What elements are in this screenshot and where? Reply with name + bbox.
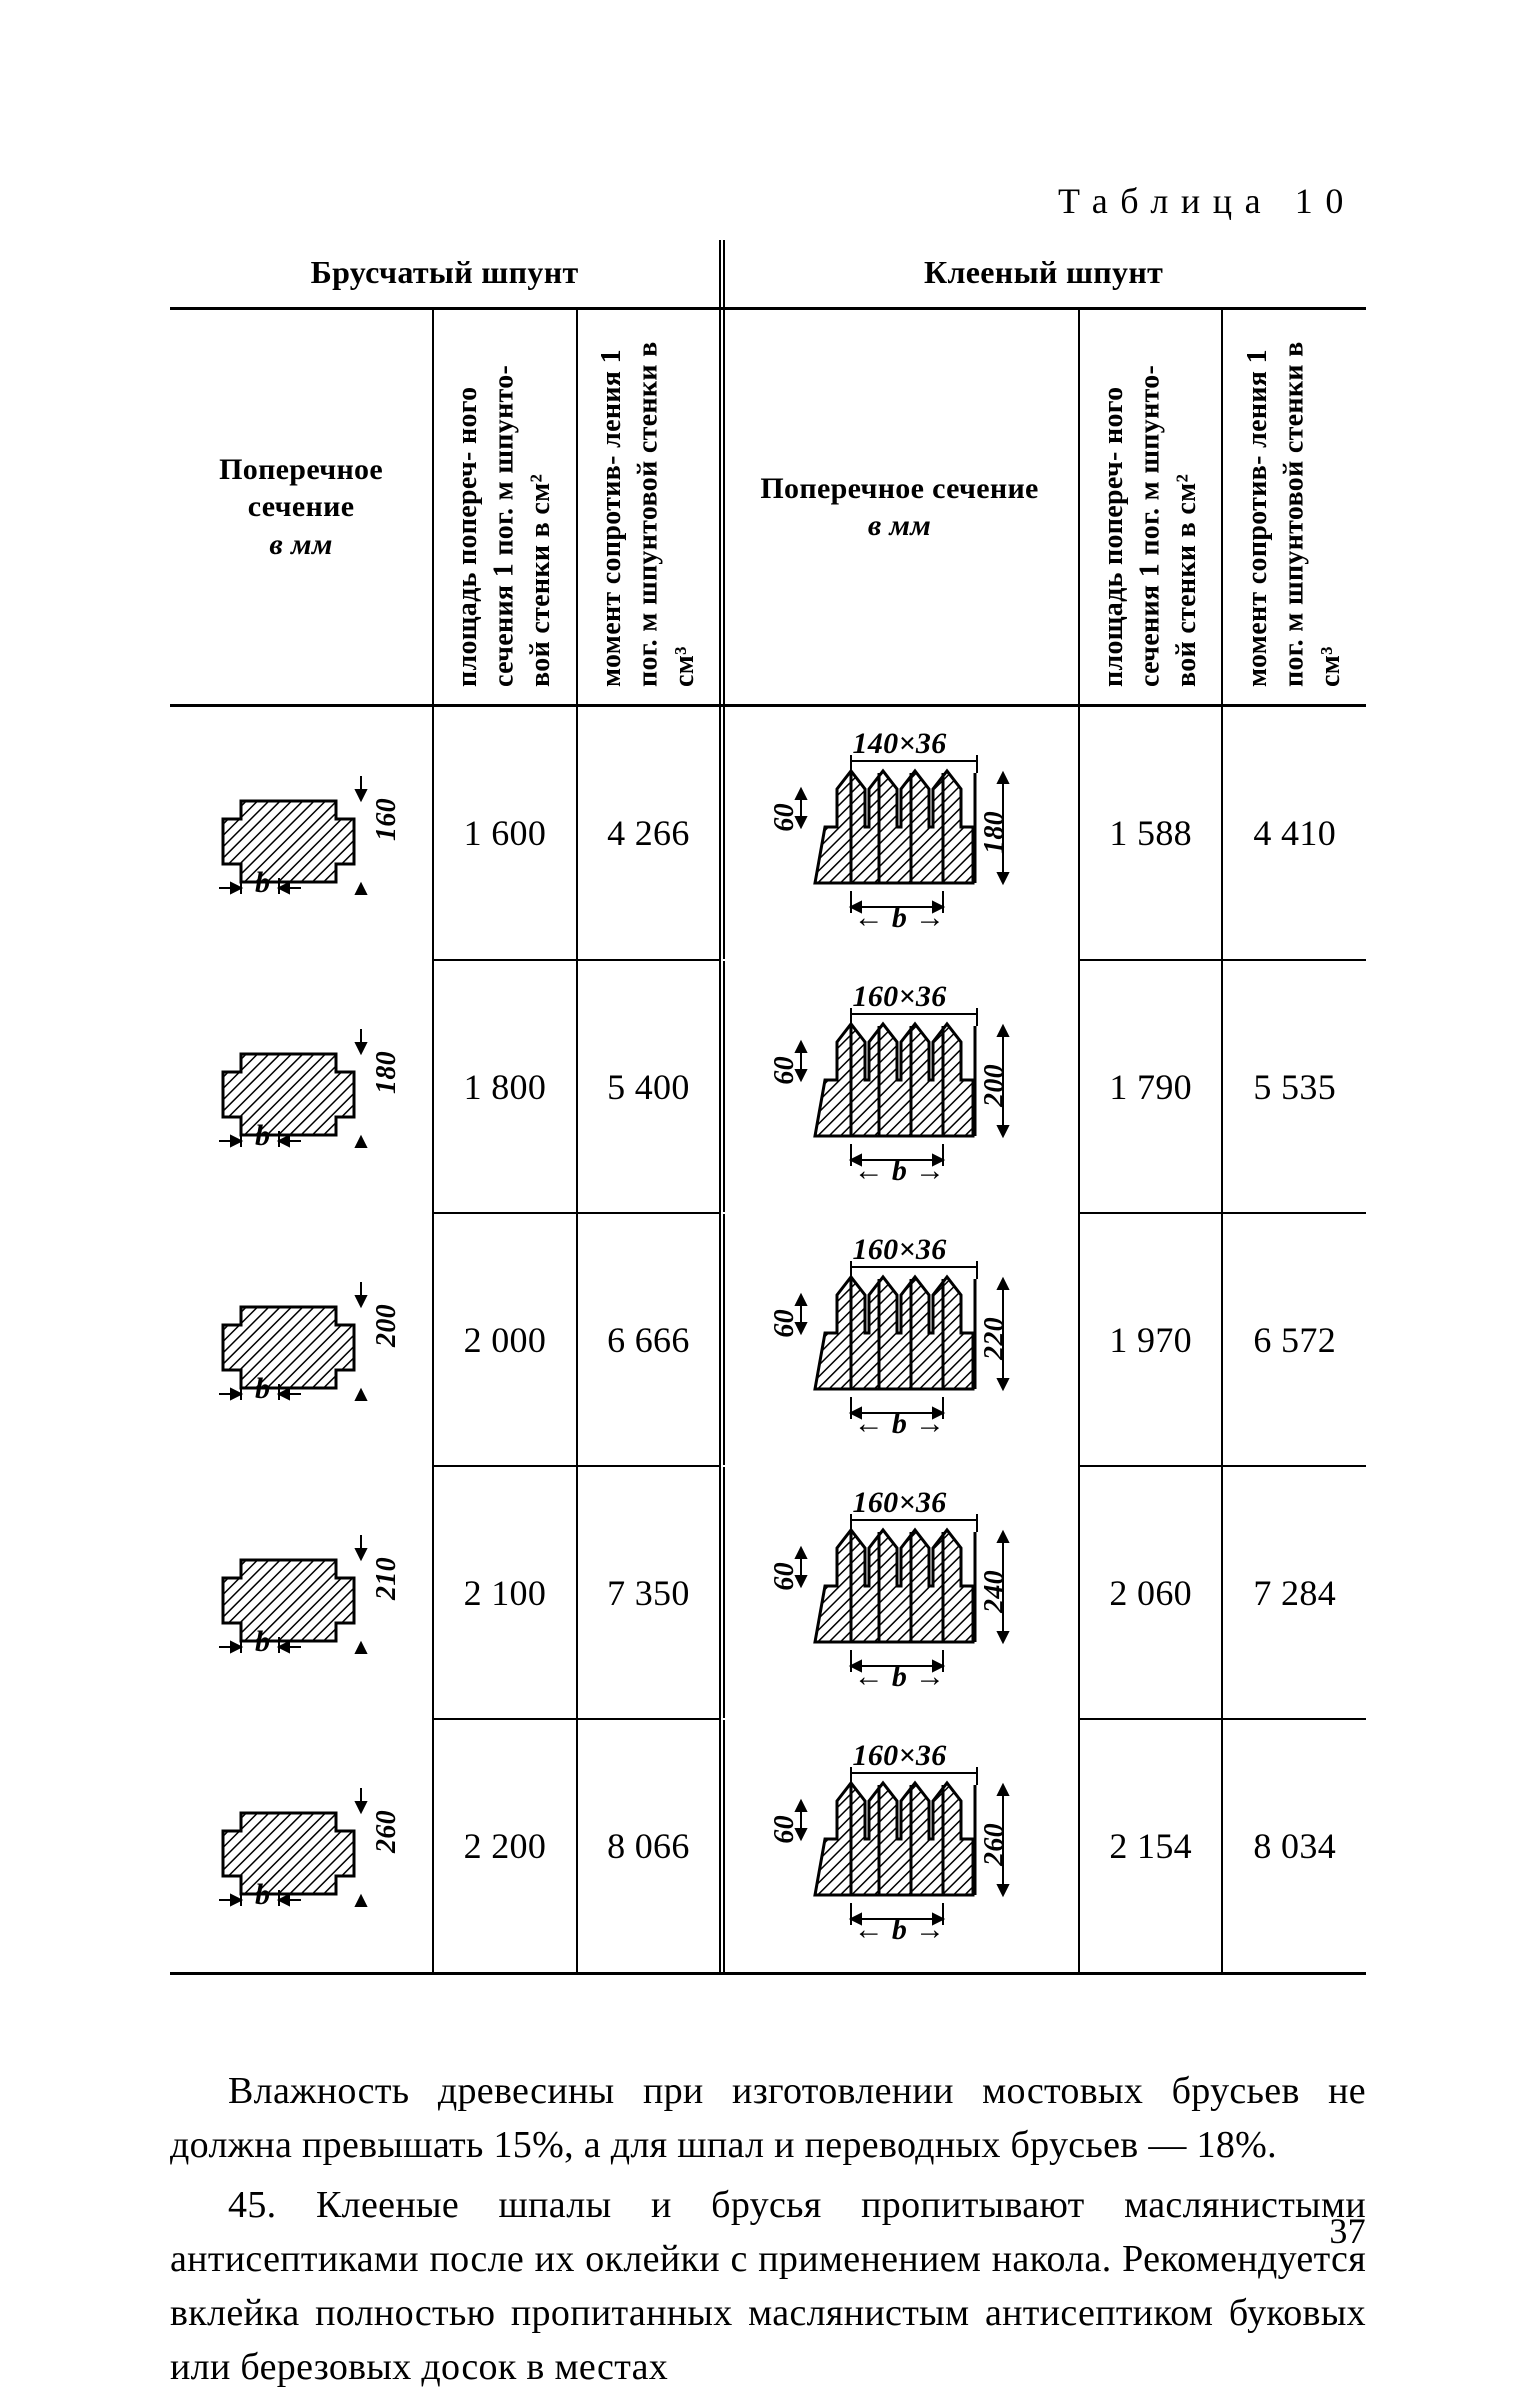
bar-height-label: 260 bbox=[371, 1810, 403, 1853]
glue-b-label: ← b → bbox=[765, 1407, 1035, 1441]
glue-height-label: 180 bbox=[979, 811, 1011, 854]
bar-pile-diagram: 200 b bbox=[201, 1272, 401, 1402]
bar-height-label: 160 bbox=[371, 798, 403, 841]
bar-pile-diagram: 260 b bbox=[201, 1778, 401, 1908]
glue-side-label: 60 bbox=[769, 1815, 801, 1844]
glued-pile-diagram: 160×36 60 260 ← b → bbox=[765, 1743, 1035, 1943]
col-head-area-left: площадь попереч- ного сечения 1 пог. м ш… bbox=[433, 309, 577, 706]
bar-pile-diagram: 180 b bbox=[201, 1019, 401, 1149]
glued-pile-diagram: 160×36 60 220 ← b → bbox=[765, 1237, 1035, 1437]
bar-height-label: 210 bbox=[371, 1557, 403, 1600]
glue-side-label: 60 bbox=[769, 1309, 801, 1338]
glue-top-label: 160×36 bbox=[765, 980, 1035, 1014]
glued-pile-diagram: 140×36 60 180 ← b → bbox=[765, 731, 1035, 931]
glue-b-label: ← b → bbox=[765, 1154, 1035, 1188]
glue-side-label: 60 bbox=[769, 1562, 801, 1591]
glued-pile-diagram: 160×36 60 200 ← b → bbox=[765, 984, 1035, 1184]
bar-width-label: b bbox=[255, 1372, 270, 1406]
glue-side-label: 60 bbox=[769, 1056, 801, 1085]
bar-width-label: b bbox=[255, 1119, 270, 1153]
glue-height-label: 200 bbox=[979, 1064, 1011, 1107]
glue-side-label: 60 bbox=[769, 803, 801, 832]
glue-top-label: 160×36 bbox=[765, 1739, 1035, 1773]
glue-height-label: 240 bbox=[979, 1570, 1011, 1613]
glue-b-label: ← b → bbox=[765, 1913, 1035, 1947]
glue-b-label: ← b → bbox=[765, 901, 1035, 935]
paragraph: 45. Клееные шпалы и брусья пропитывают м… bbox=[170, 2179, 1366, 2395]
bar-width-label: b bbox=[255, 1625, 270, 1659]
bar-height-label: 180 bbox=[371, 1051, 403, 1094]
body-text: Влажность древесины при изготовлении мос… bbox=[170, 2065, 1366, 2395]
page-number: 37 bbox=[1329, 2210, 1366, 2252]
paragraph: Влажность древесины при изготовлении мос… bbox=[170, 2065, 1366, 2173]
glue-top-label: 160×36 bbox=[765, 1233, 1035, 1267]
col-head-section-right: Поперечное сечениев мм bbox=[720, 309, 1079, 706]
bar-width-label: b bbox=[255, 866, 270, 900]
glue-top-label: 160×36 bbox=[765, 1486, 1035, 1520]
col-head-moment-left: момент сопротив- ления 1 пог. м шпунтово… bbox=[577, 309, 721, 706]
sheet-pile-table: Брусчатый шпунт Клееный шпунт Поперечное… bbox=[170, 240, 1366, 1975]
col-head-section-left: Поперечное сечениев мм bbox=[170, 309, 433, 706]
glue-height-label: 220 bbox=[979, 1317, 1011, 1360]
group-head-left: Брусчатый шпунт bbox=[170, 240, 720, 309]
group-head-right: Клееный шпунт bbox=[720, 240, 1366, 309]
col-head-moment-right: момент сопротив- ления 1 пог. м шпунтово… bbox=[1222, 309, 1366, 706]
table-caption: Таблица 10 bbox=[170, 180, 1356, 222]
col-head-area-right: площадь попереч- ного сечения 1 пог. м ш… bbox=[1079, 309, 1223, 706]
glue-top-label: 140×36 bbox=[765, 727, 1035, 761]
bar-pile-diagram: 160 b bbox=[201, 766, 401, 896]
bar-width-label: b bbox=[255, 1878, 270, 1912]
glue-b-label: ← b → bbox=[765, 1660, 1035, 1694]
glue-height-label: 260 bbox=[979, 1823, 1011, 1866]
bar-height-label: 200 bbox=[371, 1304, 403, 1347]
bar-pile-diagram: 210 b bbox=[201, 1525, 401, 1655]
glued-pile-diagram: 160×36 60 240 ← b → bbox=[765, 1490, 1035, 1690]
